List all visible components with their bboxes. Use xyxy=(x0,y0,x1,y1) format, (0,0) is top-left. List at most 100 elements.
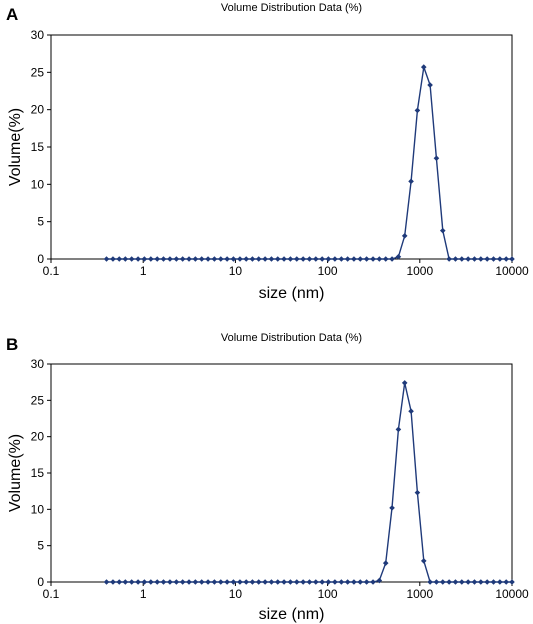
data-point xyxy=(433,579,440,585)
data-point xyxy=(237,256,243,262)
data-point xyxy=(198,256,205,262)
data-point xyxy=(338,256,345,262)
data-point xyxy=(243,579,250,585)
data-point xyxy=(401,233,408,239)
data-point xyxy=(287,579,294,585)
data-point xyxy=(167,579,173,585)
y-axis-title: Volume(%) xyxy=(7,434,24,512)
x-tick-label: 10 xyxy=(229,264,243,278)
data-point xyxy=(389,256,395,262)
data-point xyxy=(141,579,148,585)
data-point xyxy=(224,579,230,585)
data-point xyxy=(255,256,262,262)
data-point xyxy=(306,256,313,262)
data-point xyxy=(408,408,414,415)
data-point xyxy=(179,256,186,262)
data-point xyxy=(122,256,129,262)
data-point xyxy=(217,256,224,262)
data-point xyxy=(389,505,395,511)
data-point xyxy=(452,256,459,262)
data-point xyxy=(471,579,478,585)
data-point xyxy=(357,579,364,585)
data-point xyxy=(167,256,173,262)
data-point xyxy=(154,579,161,585)
data-point xyxy=(376,256,383,262)
data-point xyxy=(325,256,332,262)
data-point xyxy=(382,256,389,262)
data-point xyxy=(344,579,351,585)
data-point xyxy=(198,579,205,585)
data-point xyxy=(192,579,199,585)
data-point xyxy=(128,579,135,585)
data-point xyxy=(370,579,376,585)
data-point xyxy=(249,579,256,585)
panel-letter: B xyxy=(6,335,18,354)
data-point xyxy=(414,489,421,496)
data-point xyxy=(274,579,281,585)
data-point xyxy=(268,579,275,585)
data-point xyxy=(427,579,433,585)
data-point xyxy=(148,256,154,262)
data-point xyxy=(205,579,211,585)
x-axis-title: size (nm) xyxy=(259,606,325,623)
data-point xyxy=(192,256,199,262)
data-point xyxy=(173,579,180,585)
panel-letter: A xyxy=(6,5,18,24)
x-tick-label: 10000 xyxy=(495,264,529,278)
data-point xyxy=(306,579,313,585)
data-point xyxy=(484,256,490,262)
data-point xyxy=(122,579,129,585)
data-point xyxy=(452,579,459,585)
data-point xyxy=(395,426,402,433)
data-point xyxy=(351,256,357,262)
x-tick-label: 1000 xyxy=(406,264,433,278)
data-point xyxy=(363,579,370,585)
y-tick-label: 30 xyxy=(31,28,45,42)
data-point xyxy=(300,579,306,585)
data-point xyxy=(186,579,192,585)
data-point xyxy=(427,82,433,88)
data-point xyxy=(478,579,484,585)
data-point xyxy=(459,579,465,585)
data-point xyxy=(293,256,300,262)
data-point xyxy=(230,256,237,262)
x-tick-label: 100 xyxy=(318,587,338,601)
y-tick-label: 10 xyxy=(31,502,45,516)
series-line xyxy=(106,382,512,583)
data-point xyxy=(370,256,376,262)
data-point xyxy=(300,256,306,262)
data-point xyxy=(262,579,268,585)
data-point xyxy=(319,579,325,585)
data-point xyxy=(332,256,338,262)
y-tick-label: 0 xyxy=(37,575,44,589)
data-point xyxy=(401,380,408,386)
data-point xyxy=(478,256,484,262)
data-point xyxy=(484,579,490,585)
y-tick-label: 25 xyxy=(31,393,45,407)
data-point xyxy=(148,579,154,585)
data-point xyxy=(420,558,427,564)
data-point xyxy=(382,560,389,566)
x-tick-label: 10 xyxy=(229,587,243,601)
data-point xyxy=(408,178,414,185)
data-point xyxy=(237,579,243,585)
data-point xyxy=(503,256,509,262)
data-point xyxy=(465,256,471,262)
data-point xyxy=(509,256,515,262)
chart-panel-b: B Volume Distribution Data (%) 0 5 10 15 20 25 3… xyxy=(6,332,529,623)
data-point xyxy=(230,579,237,585)
x-tick-label: 0.1 xyxy=(43,587,60,601)
data-point xyxy=(103,579,110,585)
x-tick-label: 0.1 xyxy=(43,264,60,278)
data-point xyxy=(274,256,281,262)
data-point xyxy=(179,579,186,585)
y-tick-label: 5 xyxy=(37,539,44,553)
x-tick-label: 100 xyxy=(318,264,338,278)
series-line xyxy=(106,66,512,260)
data-point xyxy=(205,256,211,262)
data-point xyxy=(414,107,421,114)
x-axis-title: size (nm) xyxy=(259,285,325,302)
x-tick-label: 10000 xyxy=(495,587,529,601)
data-point xyxy=(154,256,161,262)
